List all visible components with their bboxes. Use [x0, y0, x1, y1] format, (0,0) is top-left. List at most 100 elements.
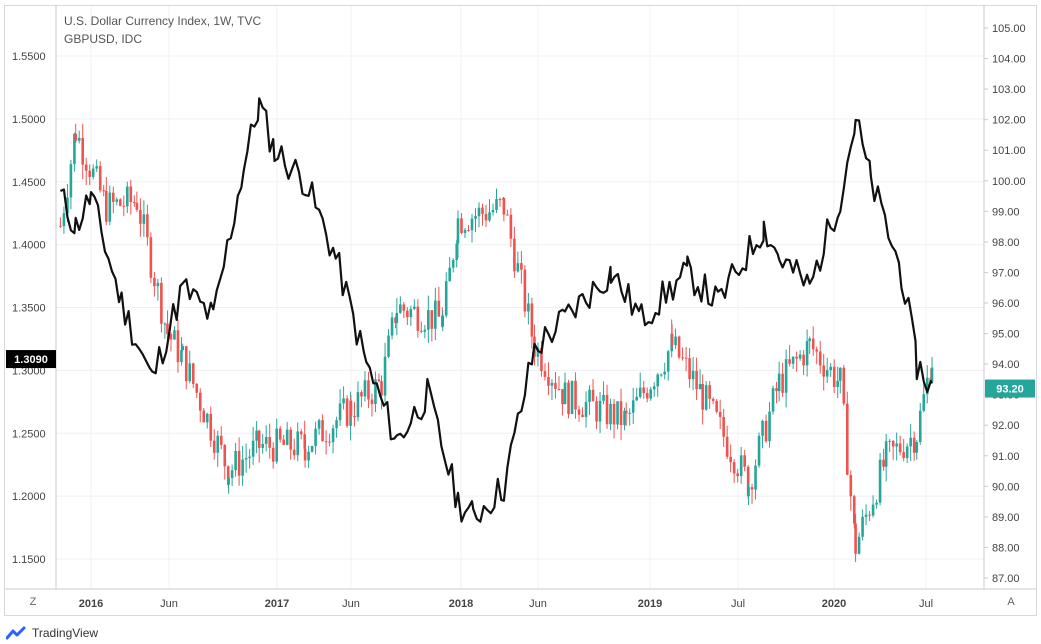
- candle: [324, 430, 328, 455]
- dxy-series-line: [59, 97, 933, 523]
- candle: [631, 387, 635, 425]
- right-tick-label: 100.00: [992, 176, 1026, 188]
- candle: [176, 319, 180, 373]
- candle: [547, 362, 550, 396]
- candle: [255, 421, 258, 454]
- candle: [768, 402, 771, 448]
- x-tick-label: 2017: [265, 598, 289, 610]
- left-tick-label: 1.5500: [12, 51, 46, 63]
- grid: [56, 5, 984, 589]
- candle: [268, 423, 272, 459]
- candle: [605, 384, 609, 429]
- candle: [902, 438, 905, 462]
- candle: [289, 426, 293, 460]
- timezone-button[interactable]: Z: [29, 596, 37, 608]
- candle: [84, 157, 88, 186]
- candle: [282, 434, 286, 446]
- candle: [307, 445, 310, 469]
- candle: [142, 200, 146, 237]
- candle: [588, 385, 591, 416]
- x-tick-label: 2018: [449, 598, 473, 610]
- chart-title: U.S. Dollar Currency Index, 1W, TVC: [64, 14, 262, 28]
- candle: [681, 347, 684, 361]
- candle: [135, 191, 139, 212]
- candle: [342, 386, 345, 410]
- x-tick-label: Jun: [342, 598, 360, 610]
- x-tick-label: Jun: [160, 598, 178, 610]
- candle: [898, 435, 902, 456]
- candle: [609, 398, 612, 431]
- candle: [363, 371, 367, 402]
- candle: [652, 382, 656, 397]
- candle: [905, 443, 909, 464]
- candle: [338, 389, 342, 426]
- candle: [736, 468, 739, 483]
- x-tick-label: 2020: [822, 598, 846, 610]
- candle: [761, 419, 764, 449]
- candle: [798, 350, 802, 361]
- left-tick-label: 1.1500: [12, 554, 46, 566]
- gbpusd-candles: [59, 123, 934, 563]
- candle: [842, 365, 846, 406]
- x-tick-label: Jun: [529, 598, 547, 610]
- candle: [181, 343, 185, 351]
- right-tick-label: 92.00: [992, 420, 1020, 432]
- tradingview-logo[interactable]: TradingView: [6, 624, 98, 642]
- candle: [374, 371, 377, 413]
- candle: [317, 418, 321, 435]
- candle: [836, 366, 840, 399]
- candle: [169, 332, 173, 352]
- candle: [69, 159, 73, 210]
- candle: [777, 361, 781, 402]
- candle: [711, 397, 715, 405]
- tradingview-brand: TradingView: [32, 626, 99, 640]
- right-tick-label: 104.00: [992, 54, 1026, 66]
- candle: [656, 372, 660, 397]
- candle: [456, 210, 460, 258]
- candle: [704, 381, 708, 411]
- candle: [563, 372, 567, 405]
- price-badges: 1.3090 93.20: [6, 350, 1035, 398]
- candle: [278, 426, 282, 443]
- candle: [390, 312, 394, 340]
- candle: [209, 406, 213, 447]
- candle: [925, 365, 929, 404]
- auto-scale-button[interactable]: A: [1007, 596, 1015, 608]
- candle: [623, 407, 626, 431]
- candle: [891, 439, 895, 460]
- candle: [356, 381, 360, 422]
- candle: [395, 298, 399, 336]
- candle: [292, 438, 296, 460]
- candle: [882, 448, 885, 471]
- candle: [581, 407, 584, 418]
- candle: [513, 226, 516, 278]
- candle: [463, 227, 467, 238]
- candle: [832, 359, 836, 394]
- candle: [349, 395, 353, 421]
- candle: [845, 391, 849, 476]
- candle: [353, 402, 356, 427]
- candle: [296, 422, 300, 462]
- candle: [285, 421, 289, 446]
- candle: [303, 446, 307, 468]
- candle: [635, 387, 639, 402]
- candle: [577, 405, 581, 422]
- candle: [331, 424, 335, 454]
- candle: [437, 286, 441, 317]
- right-tick-label: 91.00: [992, 451, 1020, 463]
- candle: [502, 197, 506, 222]
- x-tick-label: Jul: [919, 598, 933, 610]
- candle: [77, 130, 81, 144]
- candle: [335, 416, 338, 438]
- candle: [574, 372, 577, 419]
- candle: [567, 379, 570, 419]
- candle: [918, 402, 922, 445]
- candle: [642, 380, 646, 399]
- candle: [299, 428, 303, 440]
- candle: [95, 159, 99, 173]
- candle: [795, 351, 798, 372]
- x-tick-label: Jul: [731, 598, 745, 610]
- candle: [684, 346, 688, 372]
- candle: [822, 353, 826, 391]
